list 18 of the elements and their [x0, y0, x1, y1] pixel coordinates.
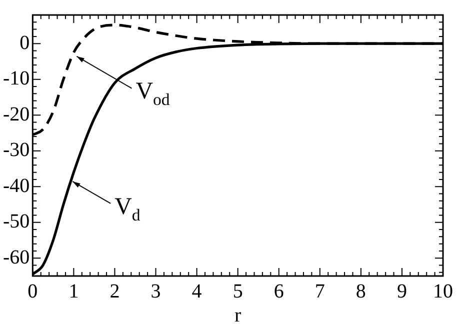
x-tick-label: 3 [150, 280, 161, 302]
y-tick-label: -60 [2, 246, 30, 268]
y-tick-label: -20 [2, 103, 30, 126]
y-tick-label: -30 [2, 139, 30, 162]
x-tick-label: 5 [232, 280, 243, 302]
x-tick-label: 10 [433, 280, 453, 302]
y-tick-label: -40 [2, 174, 30, 197]
x-tick-label: 4 [192, 280, 202, 302]
x-axis-title: r [234, 304, 242, 324]
y-tick-label: -10 [2, 68, 30, 90]
x-tick-label: 8 [356, 280, 366, 302]
y-tick-label: -50 [2, 210, 30, 233]
x-tick-label: 6 [274, 280, 284, 302]
x-tick-label: 1 [68, 280, 79, 302]
x-tick-label: 7 [314, 280, 325, 302]
x-tick-label: 9 [396, 280, 407, 302]
y-tick-label: 0 [20, 32, 30, 54]
x-tick-label: 2 [110, 280, 120, 302]
